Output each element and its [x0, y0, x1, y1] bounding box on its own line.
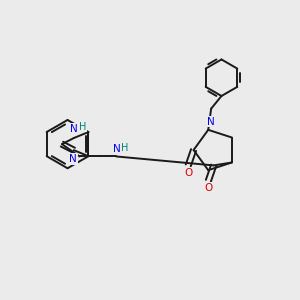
Text: N: N	[70, 124, 78, 134]
Text: H: H	[79, 122, 86, 132]
Text: O: O	[184, 168, 192, 178]
Text: H: H	[121, 142, 128, 153]
Text: N: N	[69, 154, 77, 164]
Text: O: O	[204, 183, 212, 193]
Text: N: N	[112, 144, 120, 154]
Text: N: N	[207, 117, 214, 127]
